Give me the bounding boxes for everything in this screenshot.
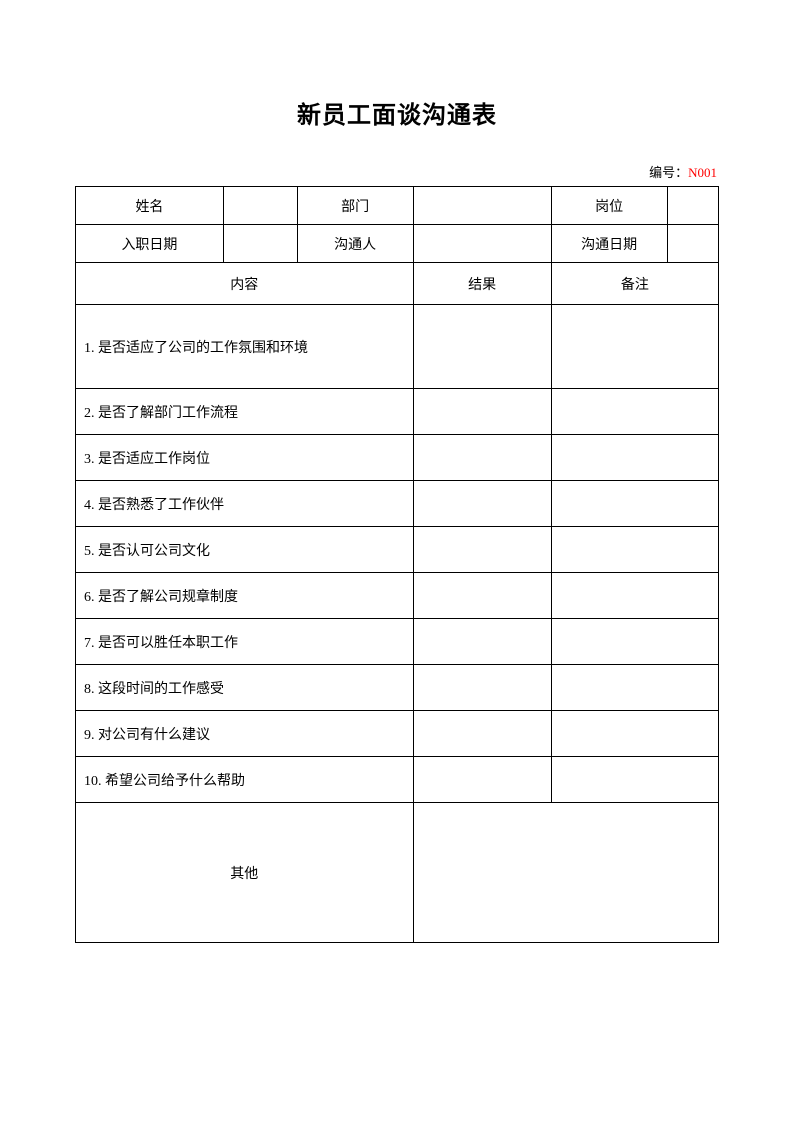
remark-8 [551,665,718,711]
result-7 [413,619,551,665]
question-5: 5. 是否认可公司文化 [76,527,414,573]
interview-form-table: 姓名 部门 岗位 入职日期 沟通人 沟通日期 内容 结果 备注 1. 是否适应了… [75,186,719,943]
question-row-8: 8. 这段时间的工作感受 [76,665,719,711]
entry-date-value [223,225,297,263]
remark-1 [551,305,718,389]
question-row-1: 1. 是否适应了公司的工作氛围和环境 [76,305,719,389]
result-header: 结果 [413,263,551,305]
communicator-value [413,225,551,263]
comm-date-value [667,225,718,263]
result-4 [413,481,551,527]
question-10: 10. 希望公司给予什么帮助 [76,757,414,803]
result-2 [413,389,551,435]
remark-header: 备注 [551,263,718,305]
question-row-9: 9. 对公司有什么建议 [76,711,719,757]
entry-date-label: 入职日期 [76,225,224,263]
question-6: 6. 是否了解公司规章制度 [76,573,414,619]
other-value [413,803,718,943]
header-row-1: 姓名 部门 岗位 [76,187,719,225]
content-header: 内容 [76,263,414,305]
remark-9 [551,711,718,757]
position-label: 岗位 [551,187,667,225]
doc-number-label: 编号： [649,165,688,180]
other-row: 其他 [76,803,719,943]
doc-number-value: N001 [688,165,717,180]
result-3 [413,435,551,481]
doc-number-container: 编号：N001 [75,162,719,181]
result-9 [413,711,551,757]
other-label: 其他 [76,803,414,943]
question-4: 4. 是否熟悉了工作伙伴 [76,481,414,527]
remark-7 [551,619,718,665]
result-5 [413,527,551,573]
question-7: 7. 是否可以胜任本职工作 [76,619,414,665]
dept-value [413,187,551,225]
remark-4 [551,481,718,527]
question-row-3: 3. 是否适应工作岗位 [76,435,719,481]
question-row-10: 10. 希望公司给予什么帮助 [76,757,719,803]
comm-date-label: 沟通日期 [551,225,667,263]
form-title: 新员工面谈沟通表 [75,95,719,130]
result-1 [413,305,551,389]
question-row-7: 7. 是否可以胜任本职工作 [76,619,719,665]
remark-5 [551,527,718,573]
remark-2 [551,389,718,435]
result-8 [413,665,551,711]
section-header-row: 内容 结果 备注 [76,263,719,305]
dept-label: 部门 [297,187,413,225]
question-row-5: 5. 是否认可公司文化 [76,527,719,573]
question-row-4: 4. 是否熟悉了工作伙伴 [76,481,719,527]
remark-3 [551,435,718,481]
name-value [223,187,297,225]
question-3: 3. 是否适应工作岗位 [76,435,414,481]
question-row-6: 6. 是否了解公司规章制度 [76,573,719,619]
result-10 [413,757,551,803]
remark-6 [551,573,718,619]
result-6 [413,573,551,619]
question-1: 1. 是否适应了公司的工作氛围和环境 [76,305,414,389]
question-9: 9. 对公司有什么建议 [76,711,414,757]
remark-10 [551,757,718,803]
position-value [667,187,718,225]
communicator-label: 沟通人 [297,225,413,263]
question-row-2: 2. 是否了解部门工作流程 [76,389,719,435]
name-label: 姓名 [76,187,224,225]
question-2: 2. 是否了解部门工作流程 [76,389,414,435]
header-row-2: 入职日期 沟通人 沟通日期 [76,225,719,263]
question-8: 8. 这段时间的工作感受 [76,665,414,711]
